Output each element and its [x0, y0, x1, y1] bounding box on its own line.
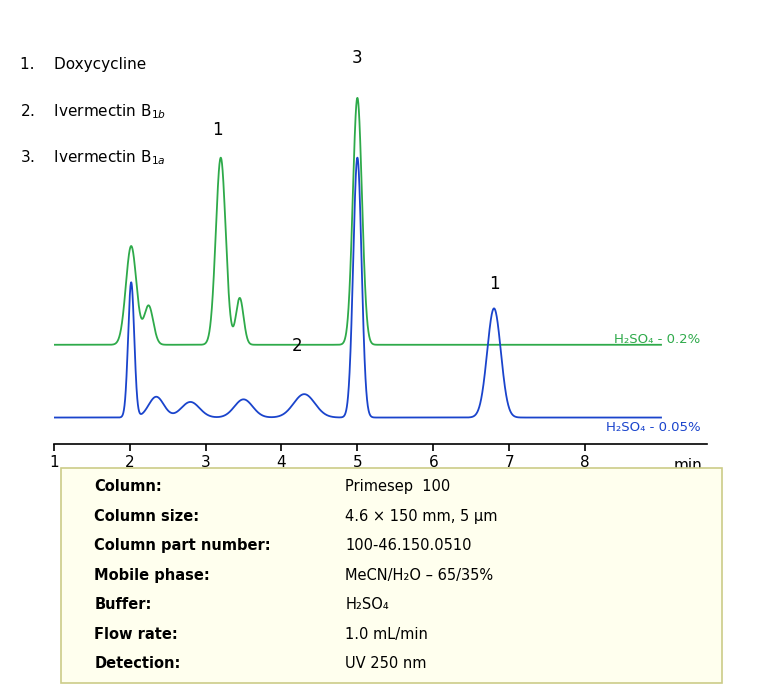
FancyBboxPatch shape	[61, 468, 722, 683]
Text: Detection:: Detection:	[94, 656, 180, 671]
Text: H₂SO₄: H₂SO₄	[346, 597, 389, 612]
Text: 2: 2	[291, 337, 302, 355]
Text: Column size:: Column size:	[94, 509, 200, 524]
Text: 4.6 × 150 mm, 5 μm: 4.6 × 150 mm, 5 μm	[346, 509, 498, 524]
Text: Buffer:: Buffer:	[94, 597, 152, 612]
Text: 1: 1	[488, 275, 499, 292]
Text: H₂SO₄ - 0.2%: H₂SO₄ - 0.2%	[614, 333, 700, 346]
Text: Flow rate:: Flow rate:	[94, 626, 178, 642]
Text: MeCN/H₂O – 65/35%: MeCN/H₂O – 65/35%	[346, 568, 494, 583]
Text: 3: 3	[352, 49, 362, 67]
Text: H₂SO₄ - 0.05%: H₂SO₄ - 0.05%	[606, 421, 700, 435]
Text: 100-46.150.0510: 100-46.150.0510	[346, 538, 472, 553]
Text: 1.0 mL/min: 1.0 mL/min	[346, 626, 429, 642]
Text: 1: 1	[212, 121, 222, 139]
Text: Primesep  100: Primesep 100	[346, 480, 451, 494]
Text: 2.    Ivermectin B$_{1b}$: 2. Ivermectin B$_{1b}$	[20, 103, 167, 121]
Text: min: min	[674, 458, 703, 473]
Text: 1.    Doxycycline: 1. Doxycycline	[20, 57, 147, 72]
Text: Column:: Column:	[94, 480, 162, 494]
Text: 3.    Ivermectin B$_{1a}$: 3. Ivermectin B$_{1a}$	[20, 148, 166, 167]
Text: Mobile phase:: Mobile phase:	[94, 568, 210, 583]
Text: UV 250 nm: UV 250 nm	[346, 656, 427, 671]
Text: Column part number:: Column part number:	[94, 538, 271, 553]
